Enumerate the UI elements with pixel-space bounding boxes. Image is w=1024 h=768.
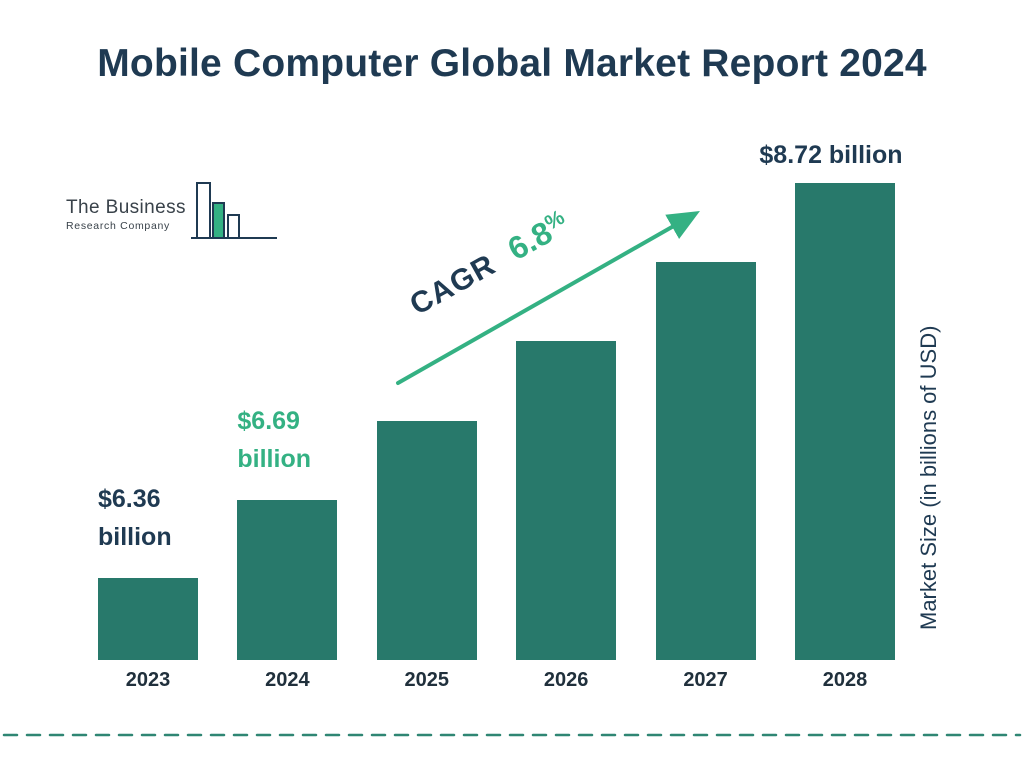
- logo-line1: The Business: [66, 197, 186, 218]
- bar-2027: [655, 262, 756, 660]
- bar-2026: [516, 341, 617, 660]
- bar-2023: [98, 578, 198, 660]
- logo-line2: Research Company: [66, 220, 170, 232]
- bar-column-2024: $6.69 billion: [237, 402, 338, 660]
- y-axis-title: Market Size (in billions of USD): [916, 325, 941, 631]
- logo-text: The Business Research Company: [66, 197, 186, 232]
- logo: The Business Research Company: [66, 180, 279, 244]
- bar-column-2023: $6.36 billion: [98, 480, 198, 660]
- x-axis-label-2025: 2025: [404, 669, 450, 691]
- x-axis-label-2024: 2024: [265, 669, 310, 691]
- bar-column-2026: [516, 341, 617, 660]
- x-axis-row: 2023 2024 2025 2026 2027 2028: [98, 669, 895, 692]
- x-axis-label-2023: 2023: [125, 669, 171, 691]
- bar-column-2028: $8.72 billion: [759, 140, 903, 660]
- bar-column-2025: [376, 421, 477, 660]
- chart-title: Mobile Computer Global Market Report 202…: [97, 42, 927, 85]
- bar-2024: [237, 500, 338, 660]
- bottom-dashed-divider: [2, 733, 1022, 737]
- x-axis-label-2028: 2028: [822, 669, 868, 691]
- value-label-2024: $6.69 billion: [237, 407, 311, 473]
- value-label-2023: $6.36 billion: [98, 485, 172, 551]
- bar-chart-logo-icon: [190, 182, 277, 239]
- bar-2028: [794, 183, 895, 660]
- bar-column-2027: [655, 262, 756, 660]
- x-axis-label-2026: 2026: [543, 669, 589, 691]
- x-axis-label-2027: 2027: [683, 669, 728, 691]
- bar-2025: [376, 421, 477, 660]
- value-label-2028: $8.72 billion: [759, 141, 903, 169]
- bars-row: $6.36 billion $6.69 billion $8.72 billion: [98, 140, 903, 660]
